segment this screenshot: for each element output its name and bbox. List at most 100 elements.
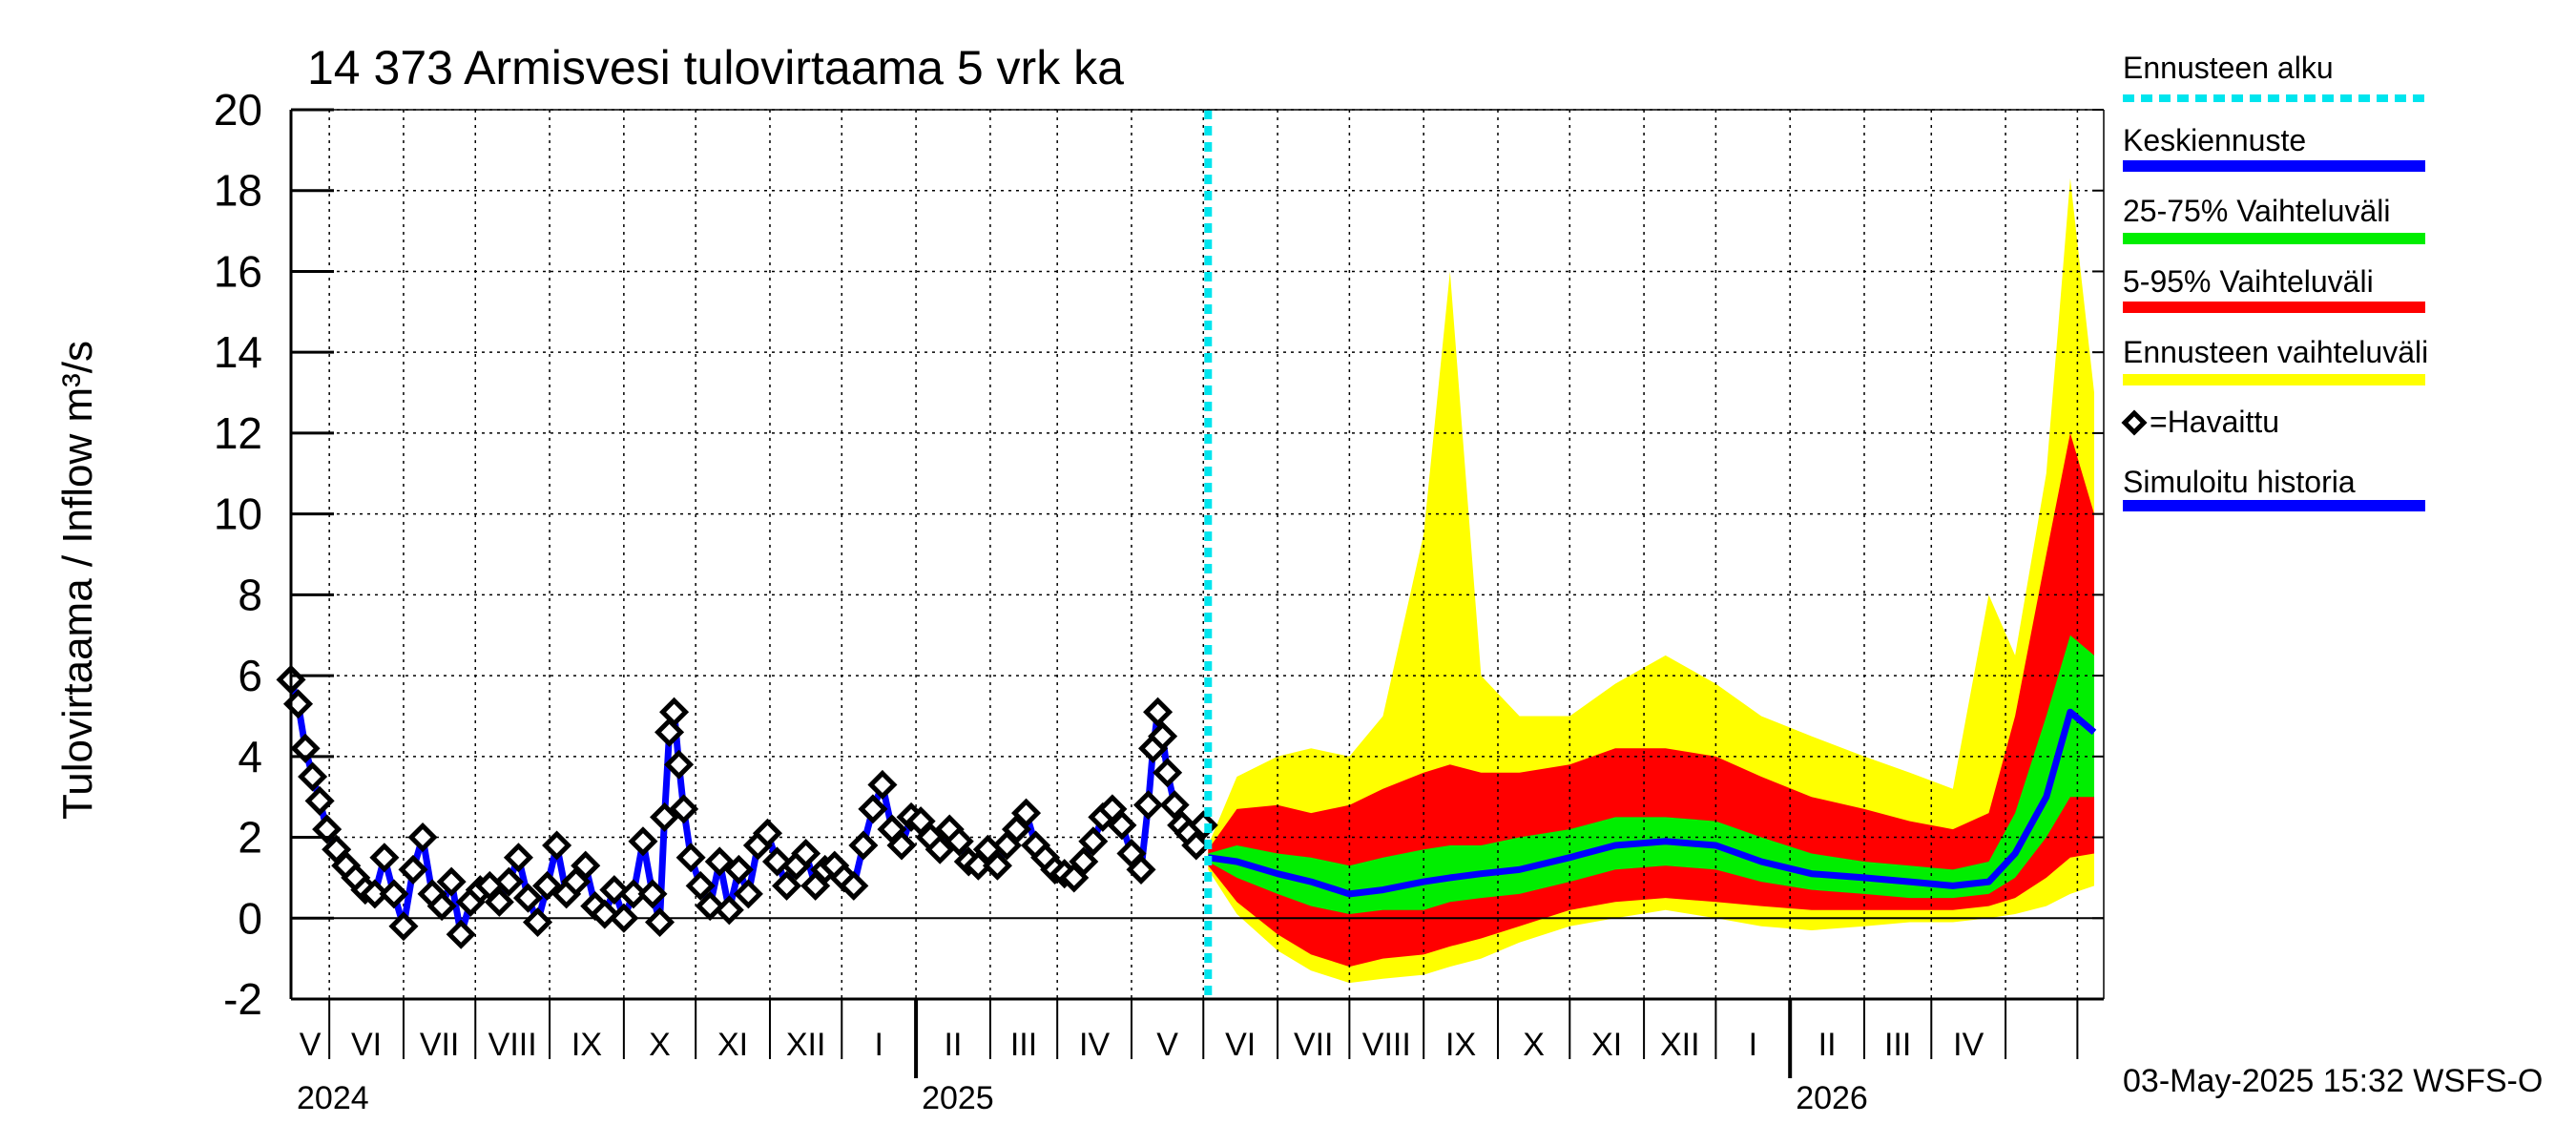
forecast-bands: [1208, 178, 2094, 984]
observed-point: [675, 843, 706, 873]
observed-point: [446, 919, 476, 949]
y-tick-label: 8: [238, 570, 262, 619]
observed-point: [650, 802, 680, 832]
observed-point: [1159, 790, 1190, 821]
y-tick-label: 20: [214, 85, 262, 135]
grid-lines: [291, 109, 2104, 1000]
month-label: VI: [351, 1027, 382, 1063]
month-label: VII: [1294, 1027, 1334, 1063]
observed-point: [924, 834, 955, 864]
observed-point: [1069, 846, 1099, 877]
observed-point: [1143, 697, 1174, 727]
y-tick-label: 6: [238, 651, 262, 700]
month-label: XII: [786, 1027, 826, 1063]
observed-point: [426, 891, 457, 922]
month-label: II: [945, 1027, 963, 1063]
observed-point: [360, 879, 390, 909]
month-label: I: [874, 1027, 883, 1063]
month-label: III: [1010, 1027, 1037, 1063]
y-tick-label: -2: [223, 974, 262, 1024]
observed-point: [752, 818, 783, 848]
observed-point: [542, 830, 572, 861]
observed-point: [1148, 721, 1178, 752]
observed-point: [637, 879, 668, 909]
band-5-95: [1208, 432, 2094, 968]
observed-point: [298, 761, 328, 792]
month-label: IX: [571, 1027, 602, 1063]
data-series: [276, 110, 2104, 999]
observed-point: [944, 826, 974, 857]
observed-point: [664, 749, 695, 780]
observed-point: [695, 891, 725, 922]
observed-point: [723, 854, 754, 885]
month-label: X: [649, 1027, 671, 1063]
observed-point: [685, 870, 716, 901]
month-label: IV: [1953, 1027, 1984, 1063]
y-tick-label: 12: [214, 408, 262, 458]
observed-point: [858, 794, 888, 824]
observed-point: [388, 911, 419, 942]
legend-label: Keskiennuste: [2123, 123, 2306, 157]
legend: Ennusteen alku Keskiennuste 25-75% Vaihtel…: [2121, 51, 2428, 511]
observed-point: [791, 838, 821, 869]
month-label: X: [1523, 1027, 1545, 1063]
y-tick-label: 14: [214, 327, 262, 377]
legend-label: 25-75% Vaihteluväli: [2123, 194, 2390, 228]
band-25-75: [1208, 635, 2094, 914]
legend-observed-marker: [2121, 409, 2148, 436]
observed-point: [867, 769, 898, 801]
y-tick-label: 4: [238, 732, 262, 781]
observed-point: [436, 866, 467, 897]
observed-point: [733, 879, 763, 909]
observed-point: [522, 906, 553, 938]
y-axis-label: Tulovirtaama / Inflow m³/s: [54, 341, 101, 820]
legend-label: Ennusteen vaihteluväli: [2123, 335, 2428, 369]
observed-point: [1153, 758, 1183, 788]
median-forecast-line: [1207, 708, 2097, 898]
observed-point: [312, 814, 343, 844]
month-label: III: [1884, 1027, 1911, 1063]
observed-point: [1107, 810, 1137, 841]
observed-point: [1011, 798, 1042, 828]
chart-title: 14 373 Armisvesi tulovirtaama 5 vrk ka: [307, 41, 1124, 94]
observed-point: [848, 830, 879, 861]
legend-label: Simuloitu historia: [2123, 465, 2356, 499]
observed-point: [1133, 790, 1164, 821]
observed-point: [512, 883, 544, 913]
observed-point: [982, 850, 1012, 881]
year-label: 2024: [297, 1080, 369, 1116]
month-label: V: [1156, 1027, 1178, 1063]
observed-point: [772, 870, 802, 901]
observed-point: [398, 854, 428, 885]
legend-label: Ennusteen alku: [2123, 51, 2334, 85]
year-label: 2026: [1796, 1080, 1868, 1116]
month-label: VIII: [1362, 1027, 1411, 1063]
observed-point: [659, 697, 690, 727]
observed-point: [704, 846, 735, 877]
observed-point: [761, 846, 793, 877]
observed-point: [644, 906, 675, 938]
observed-point: [654, 717, 685, 747]
observed-point: [503, 843, 533, 873]
y-tick-label: 0: [238, 893, 262, 943]
observed-point: [290, 733, 321, 763]
observed-point: [599, 875, 630, 906]
legend-label: =Havaittu: [2150, 405, 2279, 439]
year-label: 2025: [922, 1080, 994, 1116]
observed-point: [609, 903, 639, 933]
observed-point: [1181, 830, 1212, 861]
legend-label: 5-95% Vaihteluväli: [2123, 264, 2374, 299]
observed-point: [484, 886, 514, 917]
month-label: XI: [717, 1027, 748, 1063]
observed-point: [669, 794, 699, 824]
y-tick-label: 2: [238, 813, 262, 863]
observed-point: [628, 826, 658, 857]
y-tick-label: 16: [214, 246, 262, 296]
observed-point: [590, 899, 620, 929]
observed-point: [369, 843, 400, 873]
month-label: XII: [1660, 1027, 1700, 1063]
month-label: VII: [420, 1027, 460, 1063]
observed-point: [1078, 826, 1109, 857]
observed-point: [304, 785, 335, 816]
